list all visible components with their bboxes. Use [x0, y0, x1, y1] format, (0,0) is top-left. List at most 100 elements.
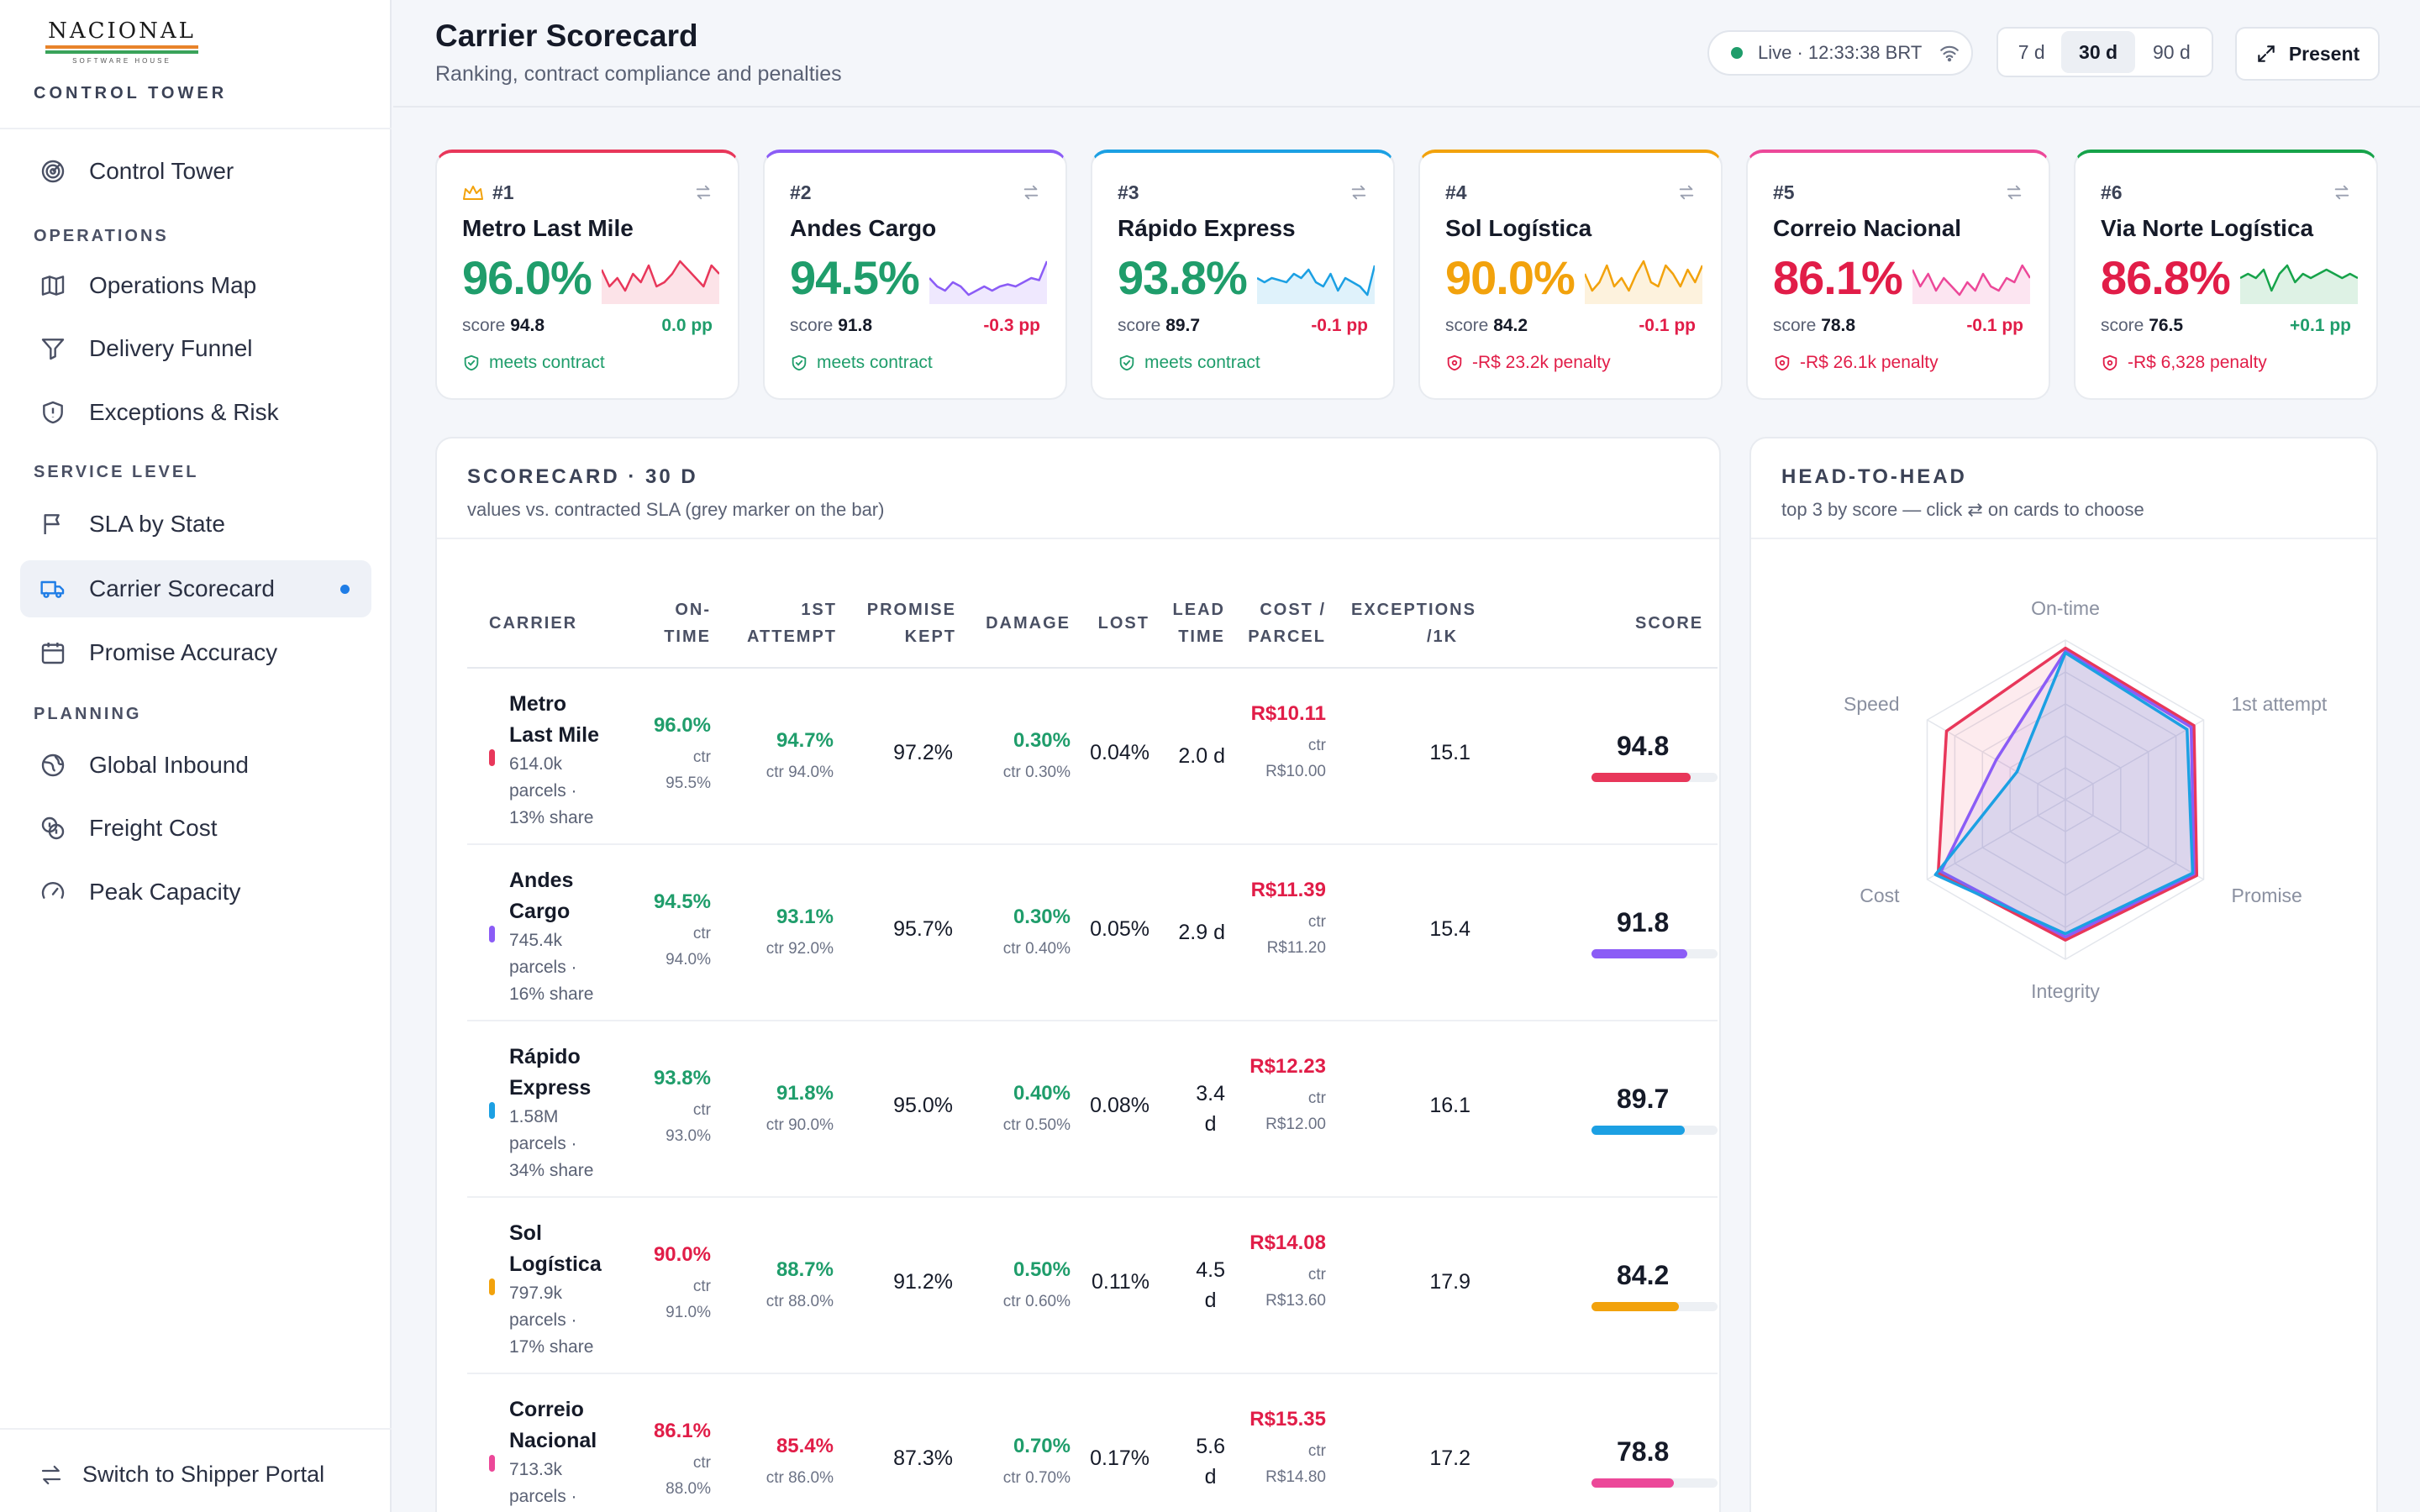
carrier-color-bar [489, 926, 495, 942]
ctr-line: 88.0% [666, 1480, 711, 1498]
carrier-name-line: Rápido [509, 1045, 581, 1068]
cell-exceptions: 17.2 [1429, 1446, 1470, 1470]
score-bar-fill [1591, 1126, 1686, 1135]
nav-item-control-tower[interactable]: Control Tower [20, 143, 371, 200]
cell-promise-kept: 91.2% [893, 1270, 953, 1294]
swap-icon[interactable] [2333, 183, 2351, 202]
card-score: score 91.8 [790, 316, 872, 336]
col-exceptions[interactable]: EXCEPTIONS/1K [1351, 596, 1475, 650]
brand-logo[interactable]: NACIONAL SOFTWARE HOUSE [34, 18, 210, 65]
radar-spoke [1927, 799, 2066, 880]
radar-series [1933, 651, 2195, 936]
card-ontime-pct: 93.8% [1118, 251, 1248, 304]
score-bar-fill [1591, 773, 1691, 782]
swap-icon[interactable] [1022, 183, 1040, 202]
cell-lost: 0.17% [1090, 1446, 1150, 1470]
col-first-attempt[interactable]: 1ST ATTEMPT [743, 596, 837, 650]
carrier-meta-line: parcels · [509, 958, 577, 977]
nav-item-promise-accuracy[interactable]: Promise Accuracy [20, 624, 371, 681]
nav-item-label: Exceptions & Risk [89, 399, 279, 425]
cell-cost: R$12.23 [1249, 1055, 1326, 1078]
nav-item-delivery-funnel[interactable]: Delivery Funnel [20, 320, 371, 377]
radar-spoke [2065, 799, 2204, 880]
nav-item-global-inbound[interactable]: Global Inbound [20, 737, 371, 794]
gauge-icon [39, 878, 67, 906]
carrier-color-bar [489, 749, 495, 766]
swap-icon[interactable] [2005, 183, 2023, 202]
nav-item-label: Delivery Funnel [89, 335, 253, 361]
card-rank-label: #4 [1445, 181, 1467, 203]
sidebar-divider [0, 128, 392, 129]
carrier-name-line: Correio [509, 1398, 584, 1421]
col-first-line2: ATTEMPT [747, 627, 837, 646]
sparkline [929, 260, 1047, 304]
card-carrier-name: Via Norte Logística [2101, 215, 2314, 241]
nav-item-freight-cost[interactable]: Freight Cost [20, 800, 371, 857]
shield-alert-icon [1775, 354, 1790, 371]
radar-series [1936, 646, 2199, 942]
cell-damage-ctr: ctr 0.40% [1002, 940, 1071, 958]
card-rank: #3 [1118, 181, 1139, 204]
radar-axis-label: On-time [2031, 597, 2100, 619]
col-lead-time[interactable]: LEAD TIME [1156, 596, 1225, 650]
carrier-meta-line: parcels · [509, 781, 577, 801]
col-ontime[interactable]: ON- TIME [654, 596, 711, 650]
sparkline-line [1912, 264, 2030, 297]
table-row[interactable]: Sol Logística 797.9k parcels · 17% share 90.0… [467, 1198, 1718, 1374]
carrier-meta-line: parcels · [509, 1134, 577, 1153]
col-score[interactable]: SCORE [1635, 614, 1704, 633]
table-row[interactable]: Andes Cargo 745.4k parcels · 16% share 94.5% c… [467, 845, 1718, 1021]
h2h-subtitle-b: on cards to choose [1987, 499, 2144, 520]
swap-icon[interactable] [694, 183, 713, 202]
cell-exceptions: 15.4 [1429, 917, 1470, 941]
nav-item-peak-capacity[interactable]: Peak Capacity [20, 864, 371, 921]
nav-item-operations-map[interactable]: Operations Map [20, 257, 371, 314]
nav-item-carrier-scorecard[interactable]: Carrier Scorecard [20, 560, 371, 617]
present-button[interactable]: Present [2235, 27, 2380, 81]
carrier-card[interactable]: #1 Metro Last Mile 96.0% score 94.8 0.0 pp me… [435, 150, 739, 400]
carrier-card[interactable]: #3 Rápido Express 93.8% score 89.7 -0.1 pp me… [1091, 150, 1395, 400]
card-rank-label: #2 [790, 181, 812, 203]
cell-cost-ctr: ctr R$13.60 [1265, 1262, 1326, 1314]
h2h-subtitle-a: top 3 by score — click [1781, 499, 1963, 520]
nav-item-label: Operations Map [89, 272, 257, 298]
range-90d[interactable]: 90 d [2152, 40, 2191, 63]
carrier-card[interactable]: #5 Correio Nacional 86.1% score 78.8 -0.1 pp… [1746, 150, 2050, 400]
shield-check-icon [464, 354, 479, 371]
range-7d[interactable]: 7 d [2018, 40, 2045, 63]
live-time: Live · 12:33:38 BRT [1758, 42, 1923, 63]
card-ontime-pct: 86.8% [2101, 251, 2231, 304]
col-cost-parcel[interactable]: COST / PARCEL [1240, 596, 1326, 650]
carrier-color-bar [489, 1102, 495, 1119]
nav-item-exceptions-risk[interactable]: Exceptions & Risk [20, 384, 371, 441]
sparkline [1257, 265, 1375, 304]
carrier-meta-line: 34% share [509, 1161, 594, 1180]
ctr-line: 93.0% [666, 1127, 711, 1145]
cell-promise-kept: 87.3% [893, 1446, 953, 1470]
swap-icon[interactable] [1677, 183, 1696, 202]
flag-icon [39, 510, 67, 538]
coins-icon [39, 814, 67, 843]
range-30d[interactable]: 30 d [2061, 31, 2135, 73]
switch-portal-link[interactable]: Switch to Shipper Portal [39, 1462, 324, 1488]
table-row[interactable]: Rápido Express 1.58M parcels · 34% share 93.8… [467, 1021, 1718, 1198]
col-carrier[interactable]: CARRIER [489, 614, 578, 633]
carrier-card[interactable]: #4 Sol Logística 90.0% score 84.2 -0.1 pp -R$… [1418, 150, 1723, 400]
panel-divider [1751, 538, 2376, 539]
col-lost[interactable]: LOST [1097, 614, 1150, 633]
swap-icon[interactable] [1349, 183, 1368, 202]
carrier-meta-line: 614.0k [509, 754, 563, 774]
carrier-name-line: Metro [509, 692, 567, 716]
card-status-text: meets contract [489, 353, 605, 372]
carrier-name-line: Logística [509, 1252, 602, 1276]
card-score-label: score [2101, 316, 2149, 335]
carrier-card[interactable]: #2 Andes Cargo 94.5% score 91.8 -0.3 pp meets… [763, 150, 1067, 400]
carrier-card[interactable]: #6 Via Norte Logística 86.8% score 76.5 +0.1… [2074, 150, 2378, 400]
col-damage[interactable]: DAMAGE [986, 614, 1071, 633]
table-row[interactable]: Metro Last Mile 614.0k parcels · 13% share 96… [467, 669, 1718, 845]
cell-first-ctr: ctr 92.0% [765, 940, 834, 958]
card-status: meets contract [1118, 353, 1260, 373]
col-promise-kept[interactable]: PROMISE KEPT [862, 596, 956, 650]
nav-item-sla-by-state[interactable]: SLA by State [20, 496, 371, 553]
